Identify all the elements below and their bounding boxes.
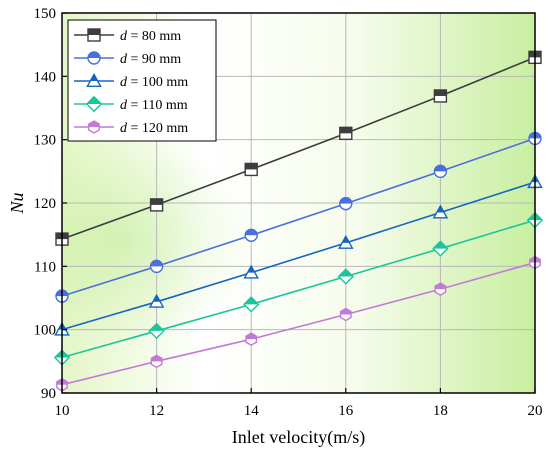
- x-tick-label: 12: [149, 403, 164, 419]
- legend-label: d = 100 mm: [120, 75, 188, 90]
- legend-label-value: = 90 mm: [127, 52, 181, 67]
- data-point-fill: [339, 127, 352, 134]
- y-tick-label: 120: [34, 196, 57, 212]
- series-line: [61, 56, 536, 240]
- y-tick-label: 110: [34, 259, 56, 275]
- y-tick-label: 140: [34, 69, 57, 85]
- series-4: [53, 211, 544, 366]
- legend-entry-4: d = 110 mm: [74, 95, 188, 113]
- data-point-fill: [434, 165, 447, 172]
- legend: d = 80 mmd = 90 mmd = 100 mmd = 110 mmd …: [67, 19, 217, 142]
- legend-label-variable: d: [120, 29, 128, 44]
- data-point-fill: [152, 295, 161, 302]
- x-tick-label: 20: [528, 403, 543, 419]
- legend-label-value: = 110 mm: [127, 98, 188, 113]
- y-axis-title: Nu: [7, 192, 27, 214]
- legend-label: d = 110 mm: [120, 98, 188, 113]
- data-point-fill: [150, 260, 163, 267]
- legend-entry-2: d = 90 mm: [74, 51, 181, 67]
- data-point-fill: [245, 163, 258, 170]
- data-point-fill: [246, 333, 257, 343]
- data-point-fill: [89, 74, 99, 81]
- legend-label-variable: d: [120, 98, 128, 113]
- data-point-fill: [88, 29, 100, 35]
- data-point-fill: [339, 197, 352, 204]
- data-point-fill: [151, 355, 162, 365]
- legend-label: d = 90 mm: [120, 52, 181, 67]
- x-tick-label: 16: [338, 403, 354, 419]
- legend-label-variable: d: [120, 121, 128, 136]
- legend-label-variable: d: [120, 52, 128, 67]
- data-point-fill: [245, 229, 258, 236]
- legend-label-variable: d: [120, 75, 128, 90]
- data-point-fill: [434, 89, 447, 96]
- data-point-fill: [86, 96, 102, 104]
- data-point-fill: [244, 297, 259, 305]
- legend-entry-3: d = 100 mm: [74, 72, 188, 90]
- data-point-fill: [341, 236, 350, 243]
- axes: 10 12 14 16 18 20 90 100 110 120 130 140 150 Inlet ve…: [7, 6, 543, 448]
- data-point-fill: [150, 198, 163, 205]
- data-point-fill: [149, 323, 164, 331]
- data-point-fill: [433, 241, 448, 249]
- x-axis-title: Inlet velocity(m/s): [232, 427, 365, 448]
- legend-entry-1: d = 80 mm: [74, 28, 181, 44]
- data-point-fill: [88, 52, 100, 58]
- x-tick-label: 14: [244, 403, 260, 419]
- y-tick-label: 150: [34, 6, 57, 22]
- data-point-fill: [435, 283, 446, 293]
- data-point-fill: [88, 121, 100, 130]
- data-point-fill: [247, 266, 256, 273]
- data-point-fill: [436, 205, 445, 213]
- legend-entry-5: d = 120 mm: [74, 120, 188, 136]
- x-tick-label: 18: [433, 403, 448, 419]
- data-point-fill: [338, 269, 353, 277]
- y-tick-label: 90: [41, 386, 56, 402]
- y-tick-label: 100: [34, 323, 57, 339]
- y-tick-label: 130: [34, 133, 57, 149]
- legend-label-value: = 100 mm: [127, 75, 188, 90]
- legend-label-value: = 80 mm: [127, 29, 181, 44]
- legend-label-value: = 120 mm: [127, 121, 188, 136]
- legend-label: d = 80 mm: [120, 29, 181, 44]
- series-2: [55, 131, 542, 303]
- x-tick-label: 10: [55, 403, 70, 419]
- series-line: [61, 181, 536, 331]
- data-point-fill: [340, 308, 351, 318]
- series-line: [61, 137, 536, 297]
- series-line: [61, 219, 536, 359]
- legend-label: d = 120 mm: [120, 121, 188, 136]
- series-line: [61, 261, 536, 386]
